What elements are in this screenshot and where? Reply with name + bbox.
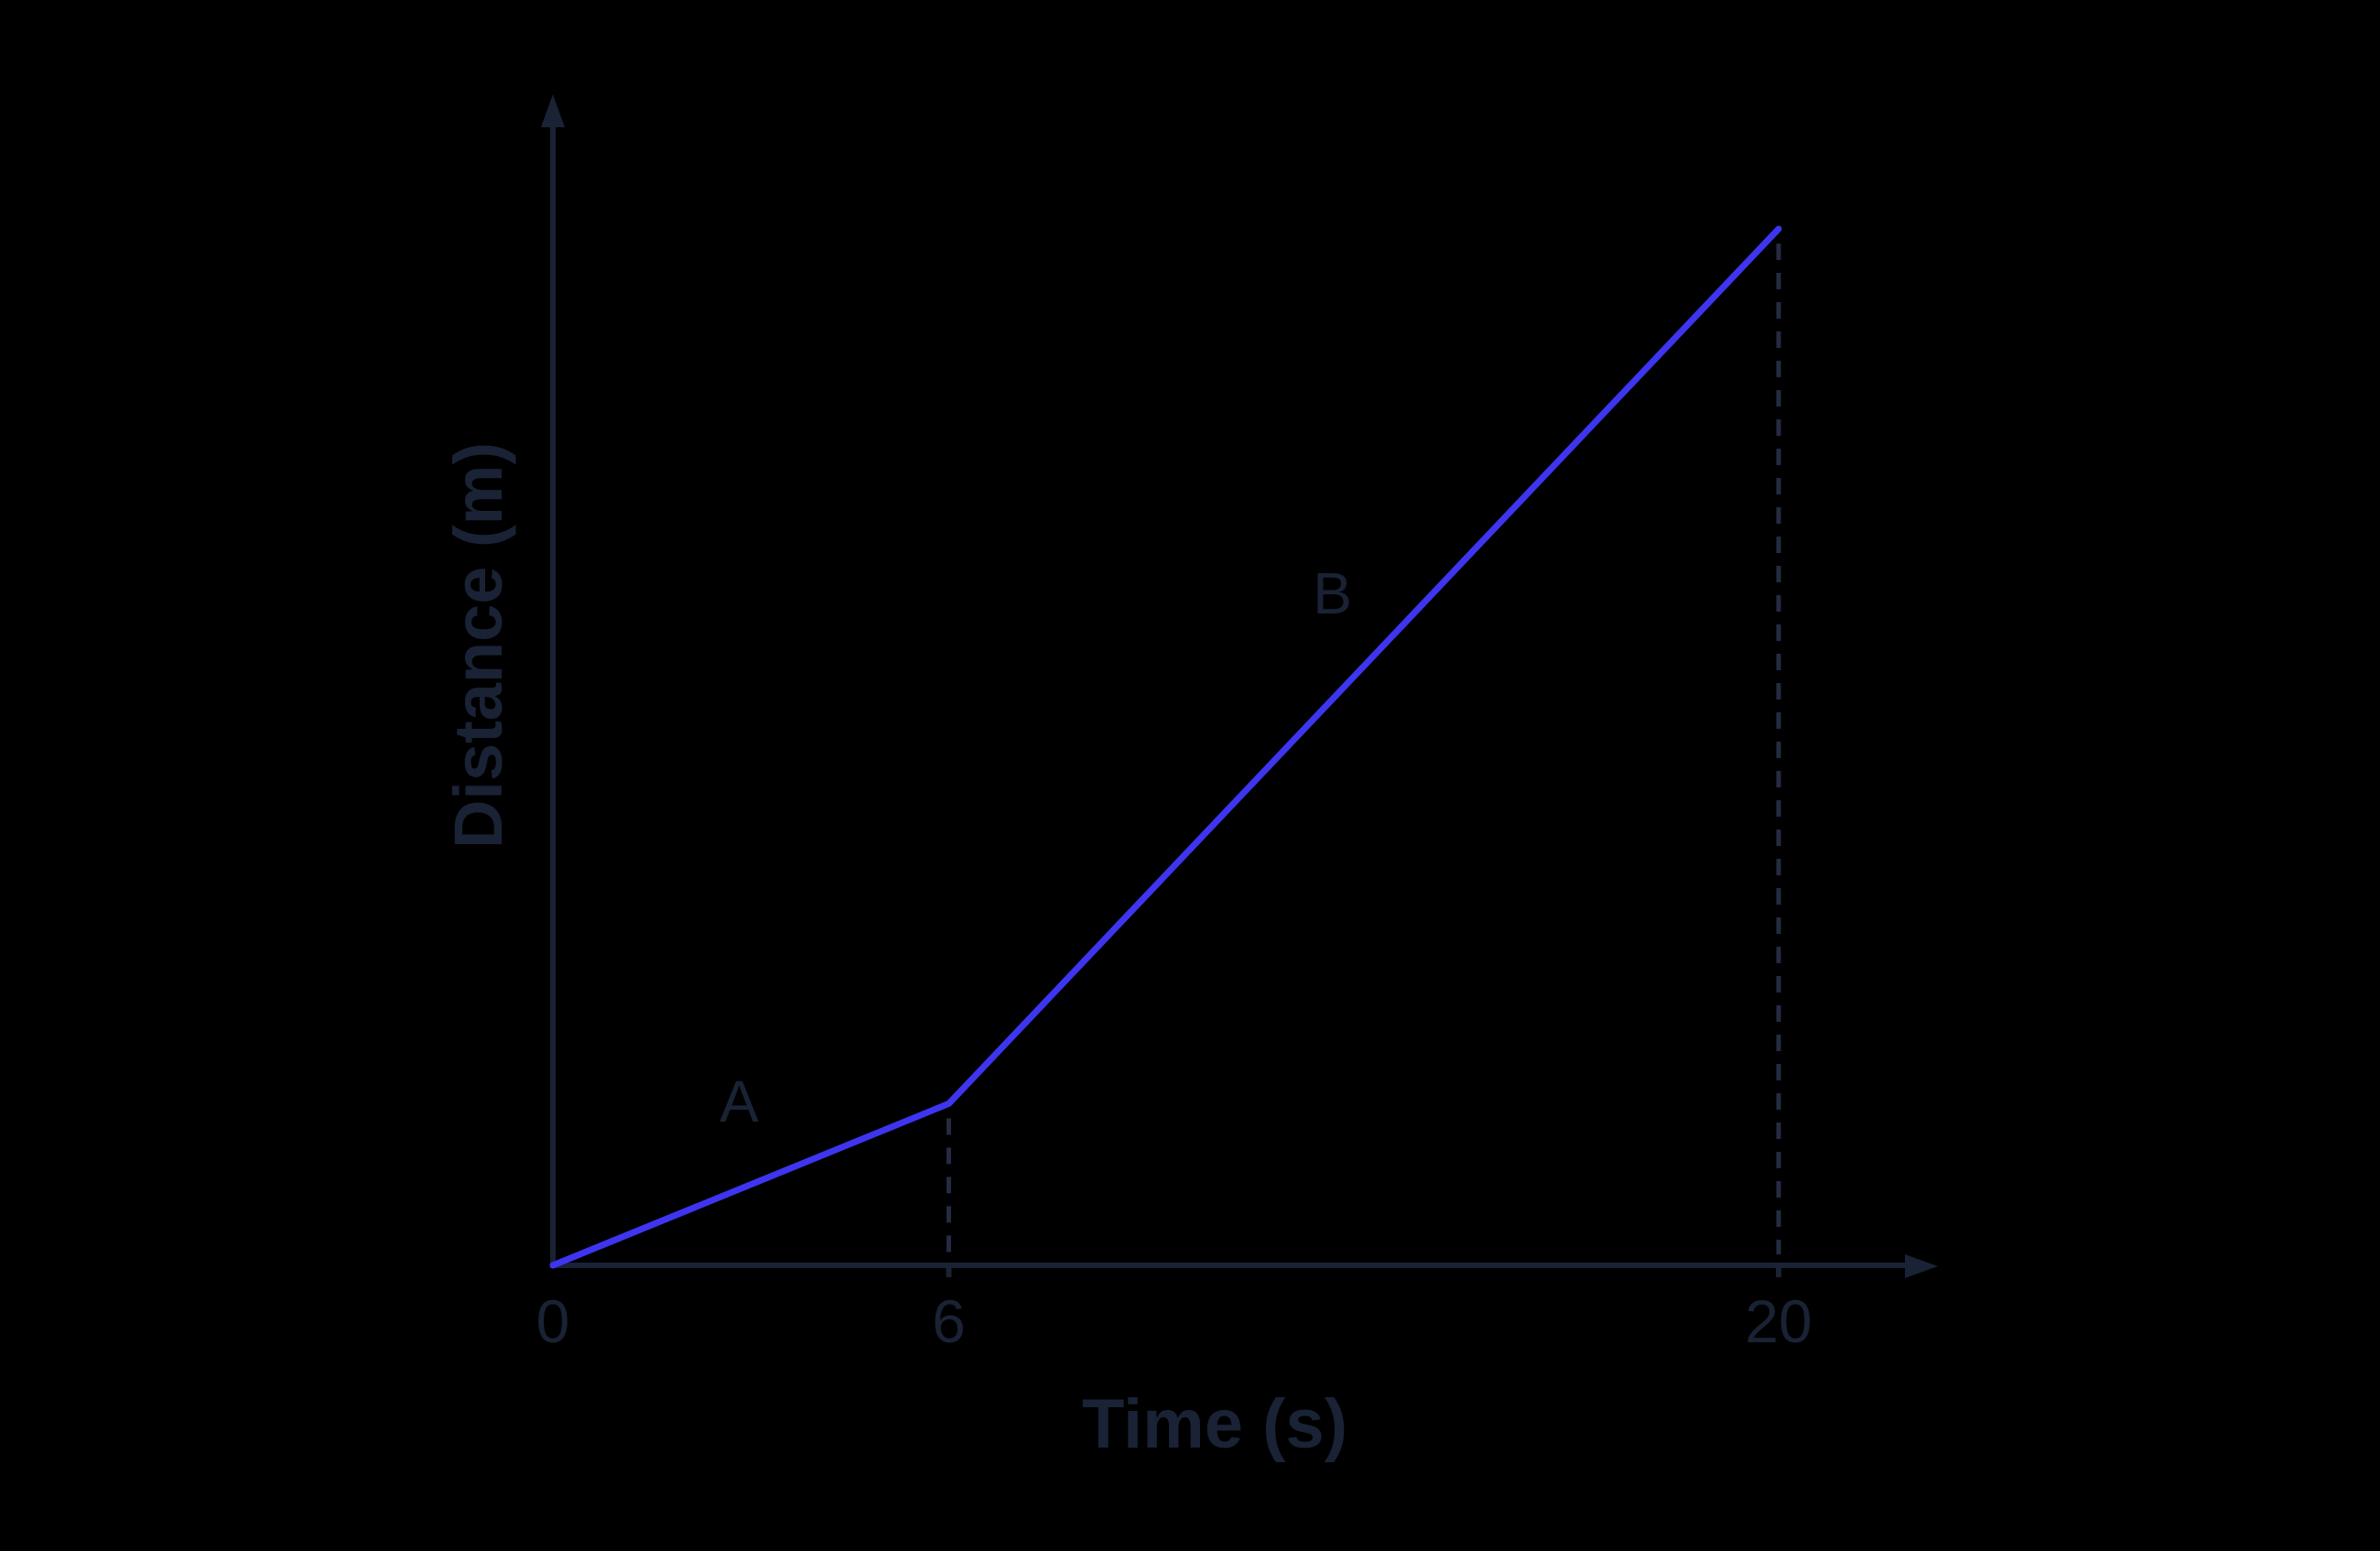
x-axis-title: Time (s)	[1081, 1385, 1348, 1463]
y-axis-arrowhead	[541, 94, 565, 127]
distance-time-line	[549, 225, 1782, 1269]
x-tick-label-0: 0	[536, 1287, 570, 1355]
x-axis-arrowhead	[1905, 1254, 1938, 1278]
y-axis-title: Distance (m)	[440, 441, 516, 850]
segment-label-B: B	[1313, 560, 1352, 627]
x-tick-label-20: 20	[1745, 1287, 1812, 1355]
x-tick-label-6: 6	[932, 1287, 966, 1355]
segment-label-A: A	[719, 1068, 759, 1135]
